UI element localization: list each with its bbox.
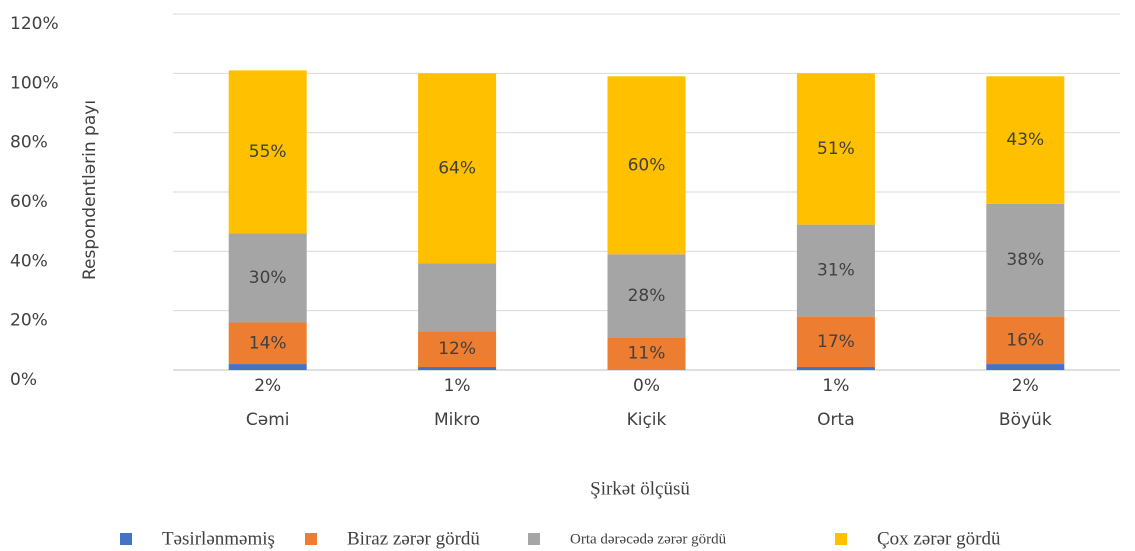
data-label: 14% [249, 333, 287, 353]
bar-segment [796, 73, 875, 225]
y-tick-label: 100% [10, 73, 59, 93]
legend-label: Çox zərər gördü [877, 528, 1001, 549]
bar-segment [986, 203, 1065, 317]
data-label: 31% [817, 261, 855, 281]
data-label: 30% [249, 268, 287, 288]
bar-segment [986, 76, 1065, 204]
data-label: 16% [1006, 330, 1044, 350]
y-tick-label: 20% [10, 311, 48, 331]
data-label: 17% [817, 332, 855, 352]
y-tick-label: 0% [10, 370, 37, 390]
bar-segment [796, 367, 875, 370]
bar-segment [607, 254, 686, 338]
data-label: 51% [817, 139, 855, 159]
legend-label: Orta dərəcədə zərər gördü [570, 531, 727, 547]
bar-segment [607, 76, 686, 255]
data-label: 55% [249, 142, 287, 162]
y-tick-label: 120% [10, 14, 59, 34]
data-label: 1% [822, 376, 849, 396]
y-tick-label: 60% [10, 192, 48, 212]
data-label: 43% [1006, 130, 1044, 150]
data-label: 38% [1006, 250, 1044, 270]
x-tick-label: Cəmi [246, 410, 290, 430]
data-label: 64% [438, 158, 476, 178]
x-tick-label: Mikro [434, 410, 480, 430]
legend-swatch [305, 533, 317, 545]
bar-segment [418, 367, 497, 370]
y-axis-title: Respondentlərin payı [80, 100, 100, 280]
x-tick-label: Orta [817, 410, 854, 430]
data-label: 2% [1012, 376, 1039, 396]
legend-swatch [120, 533, 132, 545]
legend-swatch [835, 533, 847, 545]
bar-segment [796, 316, 875, 368]
data-label: 11% [628, 344, 666, 364]
bar-segment [418, 73, 497, 264]
y-tick-label: 40% [10, 251, 48, 271]
data-label: 0% [633, 376, 660, 396]
data-label: 2% [254, 376, 281, 396]
legend-label: Biraz zərər gördü [347, 528, 480, 549]
bar-segment [418, 331, 497, 368]
bar-segment [228, 70, 307, 234]
bar-segment [418, 263, 497, 332]
data-label: 12% [438, 339, 476, 359]
x-tick-label: Böyük [999, 410, 1052, 430]
data-label: 1% [444, 376, 471, 396]
data-label: 28% [628, 286, 666, 306]
x-tick-label: Kiçik [627, 410, 667, 430]
data-label: 60% [628, 155, 666, 175]
legend-swatch [528, 533, 540, 545]
x-axis-title: Şirkət ölçüsü [590, 478, 690, 499]
bar-segment [228, 322, 307, 365]
bar-segment [607, 337, 686, 370]
bar-segment [228, 364, 307, 370]
bar-segment [986, 316, 1065, 365]
bar-segment [986, 364, 1065, 370]
legend-label: Təsirlənməmiş [162, 528, 275, 549]
y-tick-label: 80% [10, 133, 48, 153]
bar-segment [796, 224, 875, 317]
bar-segment [228, 233, 307, 323]
